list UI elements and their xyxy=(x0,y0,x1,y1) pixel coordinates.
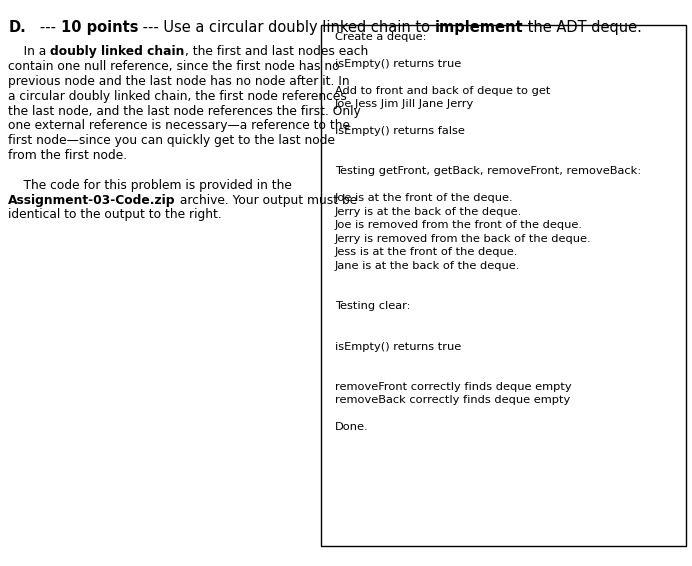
Text: Joe is removed from the front of the deque.: Joe is removed from the front of the deq… xyxy=(335,220,583,230)
Text: removeBack correctly finds deque empty: removeBack correctly finds deque empty xyxy=(335,396,570,405)
Text: the last node, and the last node references the first. Only: the last node, and the last node referen… xyxy=(8,105,361,118)
Text: a circular doubly linked chain, the first node references: a circular doubly linked chain, the firs… xyxy=(8,90,347,103)
Text: , the first and last nodes each: , the first and last nodes each xyxy=(185,45,368,58)
Text: removeFront correctly finds deque empty: removeFront correctly finds deque empty xyxy=(335,382,572,392)
Text: first node—since you can quickly get to the last node: first node—since you can quickly get to … xyxy=(8,134,336,147)
Text: Add to front and back of deque to get: Add to front and back of deque to get xyxy=(335,85,550,96)
Text: Create a deque:: Create a deque: xyxy=(335,32,426,42)
Text: 10 points: 10 points xyxy=(61,20,138,36)
Text: Assignment-03-Code.zip: Assignment-03-Code.zip xyxy=(8,194,176,207)
Text: D.: D. xyxy=(8,20,26,36)
Text: isEmpty() returns false: isEmpty() returns false xyxy=(335,126,465,136)
Text: Jane is at the back of the deque.: Jane is at the back of the deque. xyxy=(335,261,520,271)
Text: Jerry is removed from the back of the deque.: Jerry is removed from the back of the de… xyxy=(335,234,592,244)
Text: Joe is at the front of the deque.: Joe is at the front of the deque. xyxy=(335,194,513,203)
Text: Joe Jess Jim Jill Jane Jerry: Joe Jess Jim Jill Jane Jerry xyxy=(335,99,474,109)
Text: In a: In a xyxy=(8,45,51,58)
Text: from the first node.: from the first node. xyxy=(8,149,127,162)
Text: Testing clear:: Testing clear: xyxy=(335,301,410,311)
Text: archive. Your output must be: archive. Your output must be xyxy=(176,194,357,207)
Text: Jerry is at the back of the deque.: Jerry is at the back of the deque. xyxy=(335,207,522,217)
Text: one external reference is necessary—a reference to the: one external reference is necessary—a re… xyxy=(8,119,350,132)
Text: Jess is at the front of the deque.: Jess is at the front of the deque. xyxy=(335,247,518,257)
Text: contain one null reference, since the first node has no: contain one null reference, since the fi… xyxy=(8,60,340,73)
Text: the ADT deque.: the ADT deque. xyxy=(523,20,642,36)
Text: Testing getFront, getBack, removeFront, removeBack:: Testing getFront, getBack, removeFront, … xyxy=(335,166,641,177)
Text: isEmpty() returns true: isEmpty() returns true xyxy=(335,341,461,351)
Text: Done.: Done. xyxy=(335,422,369,432)
Text: previous node and the last node has no node after it. In: previous node and the last node has no n… xyxy=(8,75,350,88)
Text: identical to the output to the right.: identical to the output to the right. xyxy=(8,208,222,221)
Text: isEmpty() returns true: isEmpty() returns true xyxy=(335,59,461,68)
Text: The code for this problem is provided in the: The code for this problem is provided in… xyxy=(8,179,292,192)
Text: --- Use a circular doubly linked chain to: --- Use a circular doubly linked chain t… xyxy=(138,20,435,36)
Text: implement: implement xyxy=(435,20,523,36)
Text: ---: --- xyxy=(26,20,61,36)
Text: doubly linked chain: doubly linked chain xyxy=(51,45,185,58)
